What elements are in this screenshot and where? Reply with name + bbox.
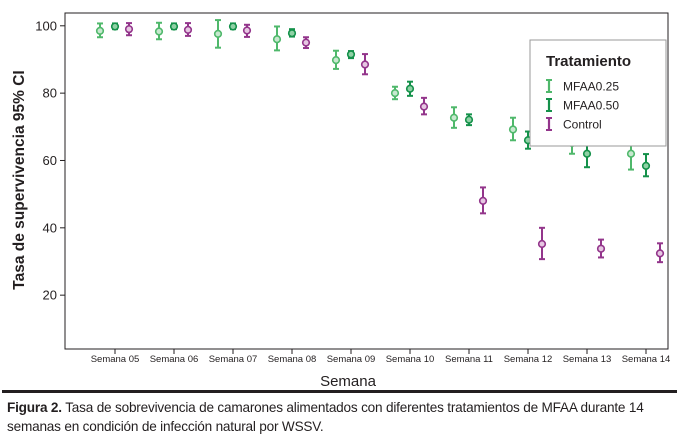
mean-point <box>110 22 120 31</box>
mean-point <box>346 50 356 59</box>
x-tick-label: Semana 13 <box>563 354 612 365</box>
legend-label: Control <box>563 118 602 132</box>
mean-point <box>508 125 518 134</box>
legend-label: MFAA0.50 <box>563 99 619 113</box>
legend-item: Control <box>546 117 602 132</box>
x-tick-label: Semana 11 <box>445 354 493 365</box>
y-tick-label: 20 <box>43 288 57 303</box>
y-tick-label: 40 <box>43 220 57 235</box>
legend-item: MFAA0.25 <box>546 79 619 94</box>
y-tick-label: 60 <box>43 153 57 168</box>
legend-items: MFAA0.25 MFAA0.50 Control <box>546 79 619 132</box>
x-tick-label: Semana 09 <box>327 354 376 365</box>
x-axis-title: Semana <box>320 373 377 390</box>
legend-item: MFAA0.50 <box>546 98 619 113</box>
legend-label: MFAA0.25 <box>563 80 619 94</box>
x-tick-label: Semana 14 <box>622 354 671 365</box>
mean-point <box>169 22 179 31</box>
mean-point <box>596 244 606 253</box>
x-tick-label: Semana 12 <box>504 354 553 365</box>
mean-point <box>301 38 311 47</box>
mean-point <box>626 149 636 158</box>
y-axis-title: Tasa de supervivencia 95% CI <box>11 70 28 289</box>
mean-point <box>419 102 429 111</box>
mean-point <box>390 89 400 98</box>
mean-point <box>154 27 164 36</box>
mean-point <box>449 113 459 122</box>
caption-text: Tasa de sobrevivencia de camarones alime… <box>7 400 644 434</box>
mean-point <box>655 249 665 258</box>
legend-box <box>529 39 667 147</box>
y-tick-label: 80 <box>43 86 57 101</box>
caption-divider <box>2 390 677 393</box>
mean-point <box>95 26 105 35</box>
mean-point <box>582 149 592 158</box>
figure-caption: Figura 2. Tasa de sobrevivencia de camar… <box>7 398 672 436</box>
y-axis-ticks: 20 40 60 80 100 <box>35 18 65 303</box>
x-tick-label: Semana 07 <box>209 354 258 365</box>
x-tick-label: Semana 08 <box>268 354 317 365</box>
x-axis-ticks: Semana 05 Semana 06 Semana 07 Semana 08 Sema… <box>91 349 671 365</box>
mean-point <box>360 60 370 69</box>
mean-point <box>464 115 474 124</box>
mean-point <box>228 22 238 31</box>
mean-point <box>287 29 297 38</box>
mean-point <box>272 35 282 44</box>
mean-point <box>124 25 134 34</box>
legend-title: Tratamiento <box>546 53 631 70</box>
mean-point <box>537 239 547 249</box>
mean-point <box>405 84 415 93</box>
mean-point <box>641 161 651 170</box>
x-tick-label: Semana 06 <box>150 354 199 365</box>
mean-point <box>331 56 341 65</box>
x-tick-label: Semana 05 <box>91 354 140 365</box>
legend: Tratamiento MFAA0.25 MFAA0.50 Control <box>529 39 667 147</box>
mean-point <box>242 26 252 35</box>
y-tick-label: 100 <box>35 18 57 33</box>
caption-label: Figura 2. <box>7 400 62 415</box>
mean-point <box>213 29 223 38</box>
mean-point <box>183 25 193 34</box>
x-tick-label: Semana 10 <box>386 354 435 365</box>
mean-point <box>478 196 488 205</box>
